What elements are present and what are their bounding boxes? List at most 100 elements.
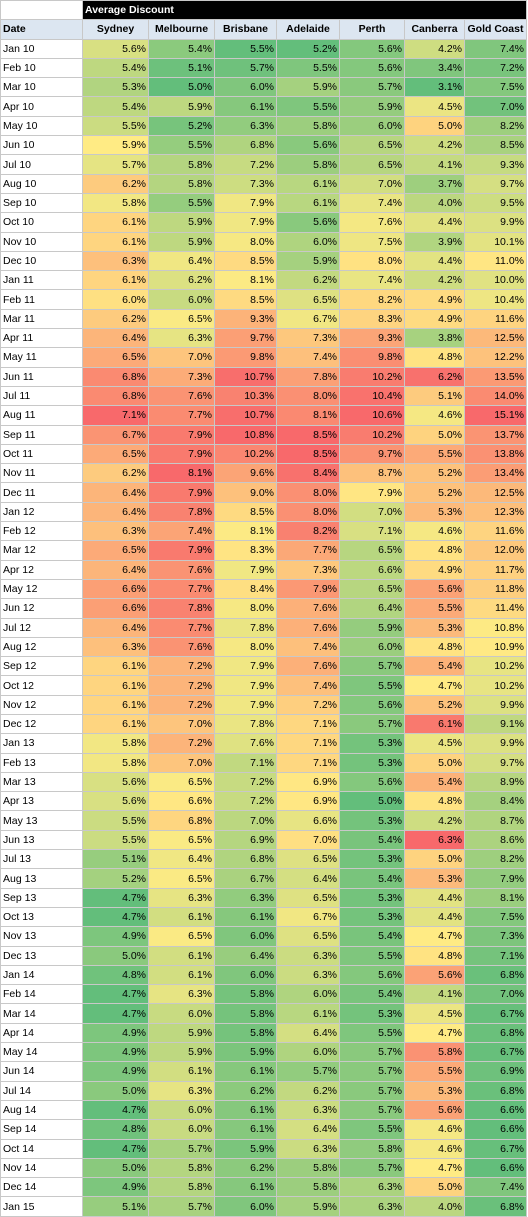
value-cell[interactable]: 6.5% (276, 926, 340, 947)
value-cell[interactable]: 6.3% (82, 250, 149, 272)
value-cell[interactable]: 4.4% (404, 212, 465, 233)
value-cell[interactable]: 8.1% (214, 521, 277, 542)
value-cell[interactable]: 11.6% (464, 521, 527, 542)
value-cell[interactable]: 5.7% (148, 1138, 215, 1159)
value-cell[interactable]: 12.3% (464, 501, 527, 523)
value-cell[interactable]: 6.2% (404, 366, 465, 387)
value-cell[interactable]: 6.1% (404, 713, 465, 735)
date-cell[interactable]: Jun 12 (0, 598, 83, 619)
value-cell[interactable]: 4.9% (404, 308, 465, 330)
value-cell[interactable]: 6.7% (464, 1138, 527, 1159)
value-cell[interactable]: 10.2% (339, 424, 405, 445)
value-cell[interactable]: 6.6% (339, 559, 405, 580)
date-cell[interactable]: May 13 (0, 810, 83, 831)
value-cell[interactable]: 6.5% (148, 926, 215, 947)
value-cell[interactable]: 5.2% (148, 115, 215, 137)
value-cell[interactable]: 5.8% (339, 1138, 405, 1159)
value-cell[interactable]: 5.5% (404, 1061, 465, 1082)
value-cell[interactable]: 6.5% (339, 135, 405, 156)
value-cell[interactable]: 6.6% (276, 810, 340, 831)
value-cell[interactable]: 7.2% (276, 694, 340, 715)
value-cell[interactable]: 5.5% (148, 135, 215, 156)
value-cell[interactable]: 5.3% (404, 501, 465, 523)
value-cell[interactable]: 5.5% (339, 1119, 405, 1140)
value-cell[interactable]: 7.4% (464, 1177, 527, 1198)
value-cell[interactable]: 10.8% (214, 424, 277, 445)
date-cell[interactable]: May 12 (0, 578, 83, 600)
value-cell[interactable]: 8.1% (148, 463, 215, 484)
value-cell[interactable]: 7.9% (214, 212, 277, 233)
value-cell[interactable]: 5.8% (276, 1177, 340, 1198)
value-cell[interactable]: 7.3% (148, 366, 215, 387)
value-cell[interactable]: 8.0% (276, 385, 340, 407)
value-cell[interactable]: 5.2% (276, 38, 340, 59)
value-cell[interactable]: 8.4% (464, 791, 527, 812)
value-cell[interactable]: 7.0% (339, 501, 405, 523)
value-cell[interactable]: 4.7% (82, 1003, 149, 1024)
value-cell[interactable]: 6.5% (148, 771, 215, 793)
value-cell[interactable]: 5.0% (339, 791, 405, 812)
value-cell[interactable]: 7.2% (148, 656, 215, 677)
value-cell[interactable]: 4.2% (404, 135, 465, 156)
value-cell[interactable]: 6.1% (148, 1061, 215, 1082)
value-cell[interactable]: 8.5% (276, 443, 340, 465)
value-cell[interactable]: 5.7% (339, 1157, 405, 1179)
value-cell[interactable]: 6.7% (464, 1003, 527, 1024)
value-cell[interactable]: 7.4% (276, 675, 340, 696)
value-cell[interactable]: 5.8% (276, 1157, 340, 1179)
value-cell[interactable]: 6.3% (214, 115, 277, 137)
date-cell[interactable]: Apr 11 (0, 328, 83, 349)
value-cell[interactable]: 6.5% (82, 540, 149, 561)
value-cell[interactable]: 7.8% (148, 501, 215, 523)
date-cell[interactable]: Aug 14 (0, 1099, 83, 1121)
value-cell[interactable]: 7.0% (464, 984, 527, 1005)
value-cell[interactable]: 7.4% (339, 192, 405, 214)
value-cell[interactable]: 6.9% (214, 829, 277, 851)
value-cell[interactable]: 5.8% (82, 192, 149, 214)
value-cell[interactable]: 7.3% (464, 926, 527, 947)
value-cell[interactable]: 6.5% (339, 578, 405, 600)
value-cell[interactable]: 5.8% (214, 984, 277, 1005)
value-cell[interactable]: 4.9% (404, 289, 465, 310)
value-cell[interactable]: 4.6% (404, 521, 465, 542)
value-cell[interactable]: 5.3% (339, 887, 405, 908)
value-cell[interactable]: 6.7% (276, 308, 340, 330)
value-cell[interactable]: 5.7% (148, 1196, 215, 1217)
value-cell[interactable]: 7.8% (214, 617, 277, 638)
value-cell[interactable]: 5.7% (82, 154, 149, 175)
value-cell[interactable]: 7.9% (214, 675, 277, 696)
value-cell[interactable]: 6.8% (214, 135, 277, 156)
date-cell[interactable]: Sep 12 (0, 656, 83, 677)
value-cell[interactable]: 5.8% (148, 1157, 215, 1179)
value-cell[interactable]: 8.0% (214, 231, 277, 252)
value-cell[interactable]: 7.1% (339, 521, 405, 542)
date-column-header[interactable]: Date (0, 19, 83, 40)
date-cell[interactable]: Nov 14 (0, 1157, 83, 1179)
value-cell[interactable]: 7.6% (214, 733, 277, 754)
value-cell[interactable]: 6.1% (214, 1177, 277, 1198)
value-cell[interactable]: 7.9% (148, 424, 215, 445)
value-cell[interactable]: 4.0% (404, 192, 465, 214)
value-cell[interactable]: 6.5% (82, 347, 149, 368)
date-cell[interactable]: Dec 10 (0, 250, 83, 272)
value-cell[interactable]: 5.5% (276, 57, 340, 79)
value-cell[interactable]: 6.8% (464, 1196, 527, 1217)
value-cell[interactable]: 6.2% (276, 270, 340, 291)
value-cell[interactable]: 7.4% (276, 347, 340, 368)
value-cell[interactable]: 7.3% (276, 328, 340, 349)
date-cell[interactable]: Jun 14 (0, 1061, 83, 1082)
value-cell[interactable]: 6.7% (276, 906, 340, 928)
value-cell[interactable]: 5.4% (339, 926, 405, 947)
value-cell[interactable]: 4.9% (404, 559, 465, 580)
value-cell[interactable]: 5.9% (148, 96, 215, 117)
value-cell[interactable]: 6.0% (276, 984, 340, 1005)
date-cell[interactable]: May 14 (0, 1042, 83, 1063)
value-cell[interactable]: 7.1% (214, 752, 277, 773)
value-cell[interactable]: 5.6% (82, 38, 149, 59)
value-cell[interactable]: 7.0% (464, 96, 527, 117)
value-cell[interactable]: 7.8% (148, 598, 215, 619)
value-cell[interactable]: 7.2% (214, 154, 277, 175)
column-header[interactable]: Brisbane (214, 19, 277, 40)
date-cell[interactable]: May 11 (0, 347, 83, 368)
date-cell[interactable]: Jan 10 (0, 38, 83, 59)
